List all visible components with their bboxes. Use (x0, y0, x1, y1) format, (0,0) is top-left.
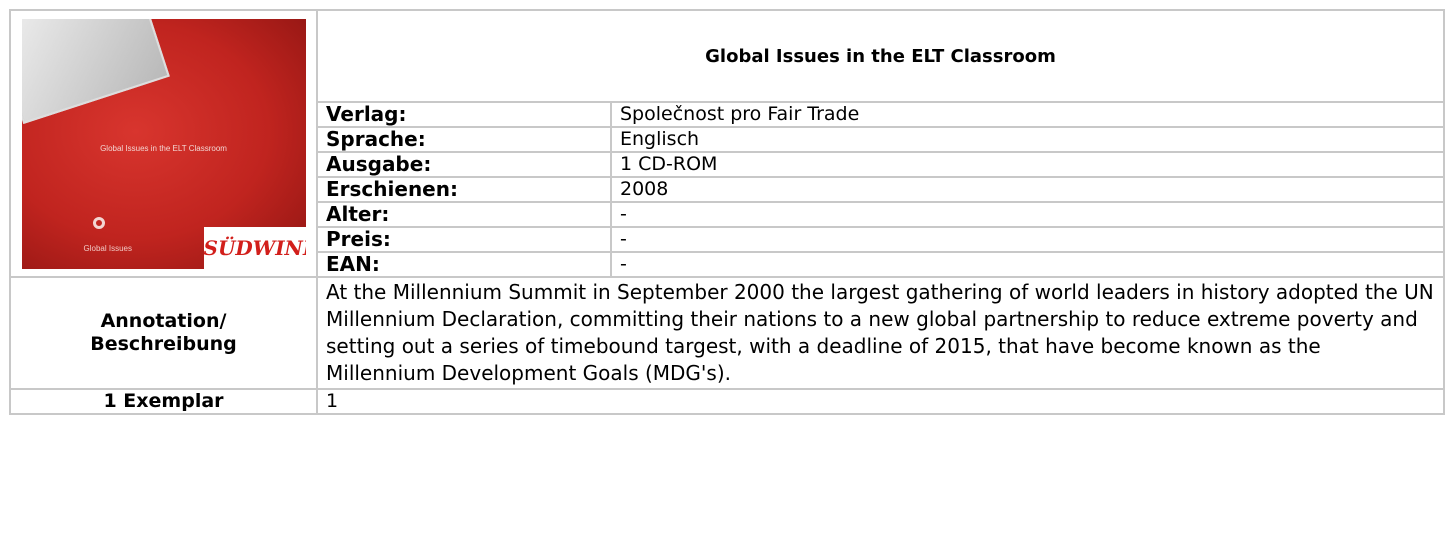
annotation-text: At the Millennium Summit in September 20… (317, 277, 1444, 389)
annotation-label-line: Annotation/ (19, 310, 308, 333)
cover-series: Global Issues (84, 237, 132, 260)
detail-label: Verlag: (317, 102, 611, 127)
cover-brand: SÜDWIND (204, 227, 306, 269)
detail-value: - (611, 252, 1444, 277)
cover-cell: Global Issues in the ELT Classroom Globa… (10, 10, 317, 277)
detail-label: Alter: (317, 202, 611, 227)
logo-icon (93, 217, 105, 229)
cover-image: Global Issues in the ELT Classroom Globa… (22, 19, 306, 269)
annotation-label-line: Beschreibung (19, 333, 308, 356)
detail-label: Preis: (317, 227, 611, 252)
detail-label: EAN: (317, 252, 611, 277)
book-table: Global Issues in the ELT Classroom Globa… (9, 9, 1445, 415)
copies-label: 1 Exemplar (10, 389, 317, 414)
detail-value: - (611, 202, 1444, 227)
detail-label: Sprache: (317, 127, 611, 152)
detail-value: Englisch (611, 127, 1444, 152)
detail-value: 2008 (611, 177, 1444, 202)
annotation-label: Annotation/Beschreibung (10, 277, 317, 389)
detail-value: - (611, 227, 1444, 252)
detail-label: Erschienen: (317, 177, 611, 202)
detail-label: Ausgabe: (317, 152, 611, 177)
copies-value: 1 (317, 389, 1444, 414)
page: {"cover": {"title": "Global Issues in th… (0, 0, 1454, 537)
detail-value: 1 CD-ROM (611, 152, 1444, 177)
book-title: Global Issues in the ELT Classroom (317, 10, 1444, 102)
cd-case (22, 19, 170, 124)
cover-title: Global Issues in the ELT Classroom (22, 137, 306, 160)
detail-value: Společnost pro Fair Trade (611, 102, 1444, 127)
